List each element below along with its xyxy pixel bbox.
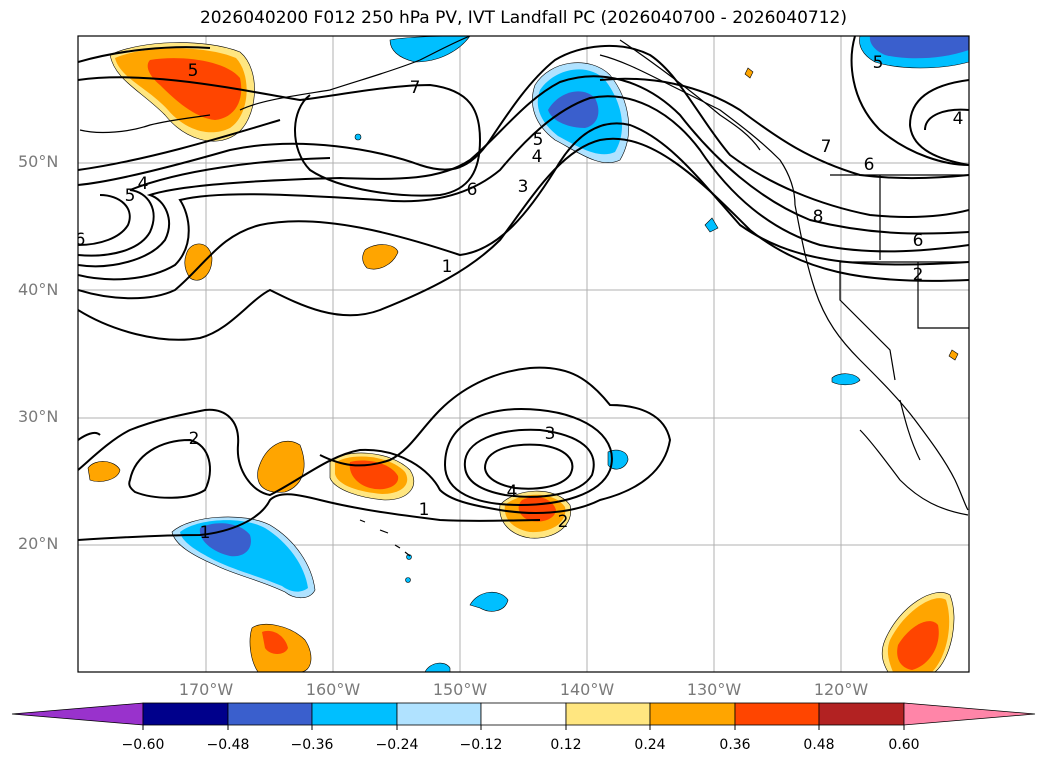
colorbar-bin [480,702,567,726]
contour-label: 4 [953,109,964,129]
lat-tick-label: 30°N [18,407,59,426]
colorbar-bin [396,702,482,726]
coastlines [79,36,969,557]
contour-label: 6 [75,230,86,250]
colorbar [11,702,1036,730]
gridlines [78,36,969,672]
colorbar-tick-label: −0.60 [121,737,165,753]
pv-contours [78,36,969,541]
contour-label: 7 [410,78,421,98]
colorbar-tick-label: 0.36 [719,737,751,753]
contour-label: 4 [532,147,543,167]
colorbar-bin [227,702,313,726]
colorbar-bin [734,702,820,726]
contour-label: 7 [821,137,832,157]
contour-label: 1 [442,257,453,277]
colorbar-bin [565,702,651,726]
contour-label: 5 [125,186,136,206]
contour-label: 6 [864,155,875,175]
lon-tick-label: 130°W [686,680,742,699]
colorbar-bin [142,702,229,726]
pv-positive-anomalies [87,42,959,672]
colorbar-ticks [142,725,905,730]
lon-tick-label: 170°W [178,680,234,699]
colorbar-tick-label: 0.60 [888,737,920,753]
pv-negative-anomalies [171,36,969,672]
map-frame [77,35,970,673]
lon-tick-label: 140°W [559,680,615,699]
contour-label: 2 [558,512,569,532]
lon-tick-label: 120°W [813,680,869,699]
contour-label: 8 [813,207,824,227]
colorbar-bin [649,702,736,726]
colorbar-tick-label: −0.36 [290,737,334,753]
contour-label: 1 [419,500,430,520]
lat-tick-label: 20°N [18,534,59,553]
contour-label: 5 [873,53,884,73]
contour-label: 6 [467,180,478,200]
contour-label: 3 [518,177,529,197]
contour-label: 6 [913,231,924,251]
contour-label: 2 [913,265,924,285]
lat-tick-label: 50°N [18,152,59,171]
colorbar-tick-label: 0.48 [803,737,835,753]
lon-tick-label: 150°W [432,680,488,699]
colorbar-bin [818,702,905,726]
colorbar-bin [311,702,398,726]
colorbar-extend-low [11,702,144,726]
colorbar-extend-high [903,702,1036,726]
lon-tick-label: 160°W [305,680,361,699]
colorbar-tick-label: −0.24 [375,737,419,753]
colorbar-tick-label: 0.24 [634,737,666,753]
contour-label: 5 [533,130,544,150]
contour-label: 3 [545,424,556,444]
lat-tick-label: 40°N [18,280,59,299]
map-title: 2026040200 F012 250 hPa PV, IVT Landfall… [199,8,847,28]
contour-label: 4 [507,482,518,502]
contour-label: 5 [188,61,199,81]
contour-label: 2 [189,429,200,449]
colorbar-tick-label: −0.48 [206,737,250,753]
contour-label: 4 [138,174,149,194]
contour-label: 1 [200,523,211,543]
colorbar-tick-label: 0.12 [550,737,582,753]
contour-labels: 5 7 4 5 6 6 5 4 3 7 6 4 8 6 2 1 2 3 4 1 … [75,53,964,543]
colorbar-tick-label: −0.12 [459,737,503,753]
